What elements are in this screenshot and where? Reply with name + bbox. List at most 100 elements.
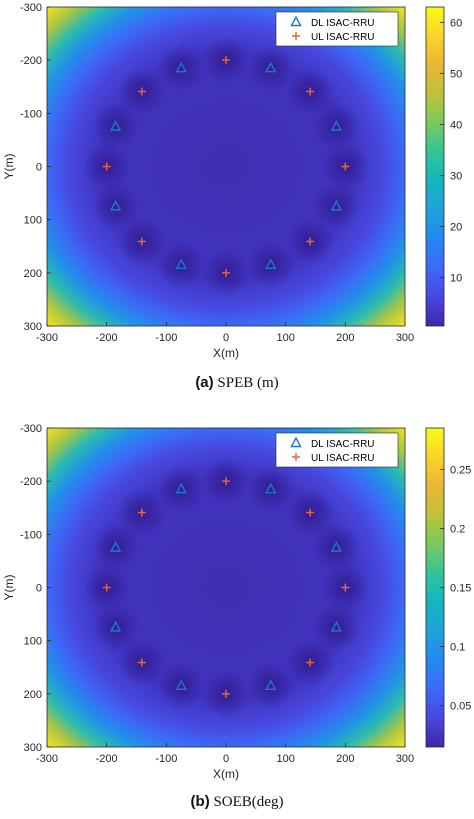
dl-rru-marker: [175, 61, 187, 73]
dl-rru-marker: [330, 120, 343, 131]
dl-rru-marker: [265, 679, 277, 691]
dl-rru-marker: [109, 620, 122, 632]
dl-rru-marker: [265, 258, 277, 270]
x-tick-label: -300: [36, 332, 58, 344]
x-tick-label: 200: [336, 332, 354, 344]
ul-rru-marker: [306, 658, 315, 667]
heatmap-minimum: [157, 661, 206, 710]
ul-rru-marker: [306, 237, 315, 246]
x-tick-label: 200: [336, 753, 354, 765]
dl-rru-marker: [330, 199, 343, 211]
x-tick-label: -300: [36, 753, 58, 765]
legend-marker: [290, 436, 302, 448]
dl-rru-marker: [175, 258, 187, 270]
ul-rru-marker: [222, 56, 230, 65]
ul-rru-marker: [222, 477, 230, 486]
legend-entry-label: UL ISAC-RRU: [311, 32, 375, 43]
dl-rru-marker: [175, 482, 187, 494]
chart-panel-a: -300 -200 -100 0 100 200 300-300-200-100010020…: [2, 2, 462, 360]
ul-rru-marker: [341, 583, 350, 592]
y-tick-label: -100: [20, 529, 42, 541]
x-tick-label: 0: [223, 753, 229, 765]
heatmap-minimum: [312, 603, 361, 652]
y-tick-label: 200: [24, 689, 42, 701]
heatmap-minimum: [246, 240, 295, 289]
caption-b-text: SOEB(deg): [209, 794, 284, 810]
x-tick-label: -200: [96, 753, 118, 765]
legend-marker: [290, 15, 302, 27]
x-tick-label: -100: [155, 753, 177, 765]
ul-rru-marker: [137, 237, 146, 246]
legend-entry-label: DL ISAC-RRU: [311, 18, 375, 29]
heatmap-minimum: [246, 465, 295, 514]
y-tick-label: -100: [20, 108, 42, 120]
x-tick-label: 300: [396, 753, 414, 765]
heatmap-minimum: [91, 102, 140, 151]
legend-entry-label: UL ISAC-RRU: [311, 453, 375, 464]
y-tick-label: 300: [24, 742, 42, 754]
y-tick-label: -300: [20, 423, 42, 435]
y-tick-label: -200: [20, 55, 42, 67]
legend-entry-label: DL ISAC-RRU: [311, 439, 375, 450]
y-tick-label: 300: [24, 321, 42, 333]
colorbar-tick-label: 30: [450, 170, 462, 182]
heatmap-minimum: [91, 603, 140, 652]
ul-rru-marker: [222, 268, 230, 277]
ul-rru-marker: [306, 508, 315, 517]
colorbar-tick-label: 0.25: [450, 464, 471, 476]
colorbar-tick-label: 0.1: [450, 642, 465, 654]
dl-rru-marker: [109, 120, 122, 131]
heatmap-minimum: [312, 182, 361, 231]
legend-marker: [292, 453, 300, 461]
dl-rru-marker: [265, 482, 277, 494]
heatmap-minimum: [91, 523, 140, 572]
y-tick-label: 0: [36, 583, 42, 595]
x-axis-label: X(m): [213, 767, 239, 781]
colorbar-tick-label: 20: [450, 221, 462, 233]
ul-rru-marker: [137, 508, 146, 517]
colorbar-tick-label: 0.15: [450, 583, 471, 595]
x-tick-label: -200: [96, 332, 118, 344]
x-tick-label: 100: [276, 332, 294, 344]
ul-rru-marker: [102, 162, 111, 171]
ul-rru-marker: [306, 87, 315, 96]
caption-b-label: (b): [190, 793, 210, 810]
colorbar-tick-label: 0.2: [450, 523, 465, 535]
colorbar-tick-label: 10: [450, 273, 462, 285]
colorbar-tick-label: 50: [450, 68, 462, 80]
colorbar-tick-label: 40: [450, 119, 462, 131]
heatmap-minimum: [312, 102, 361, 151]
y-tick-label: -300: [20, 2, 42, 14]
y-axis-label: Y(m): [2, 154, 16, 180]
heatmap-minimum: [246, 661, 295, 710]
y-axis-label: Y(m): [2, 575, 16, 601]
ul-rru-marker: [137, 87, 146, 96]
colorbar-tick-label: 60: [450, 17, 462, 29]
caption-a: (a) SPEB (m): [0, 374, 474, 392]
legend: DL ISAC-RRU UL ISAC-RRU: [275, 11, 399, 47]
y-tick-label: 200: [24, 268, 42, 280]
dl-rru-marker: [330, 620, 343, 632]
x-tick-label: 300: [396, 332, 414, 344]
dl-rru-marker: [109, 199, 122, 211]
x-tick-label: 0: [223, 332, 229, 344]
y-tick-label: 100: [24, 636, 42, 648]
caption-b: (b) SOEB(deg): [0, 793, 474, 811]
heatmap-minimum: [157, 465, 206, 514]
y-tick-label: 0: [36, 162, 42, 174]
dl-rru-marker: [175, 679, 187, 691]
x-tick-label: -100: [155, 332, 177, 344]
y-tick-label: -200: [20, 476, 42, 488]
ul-rru-marker: [222, 689, 230, 698]
caption-a-label: (a): [195, 374, 214, 391]
x-tick-label: 100: [276, 753, 294, 765]
colorbar: [425, 6, 445, 327]
dl-rru-marker: [265, 61, 277, 73]
ul-rru-marker: [137, 658, 146, 667]
y-tick-label: 100: [24, 215, 42, 227]
heatmap-minimum: [91, 182, 140, 231]
ul-rru-marker: [102, 583, 111, 592]
legend-marker: [292, 32, 300, 40]
dl-rru-marker: [330, 541, 343, 552]
